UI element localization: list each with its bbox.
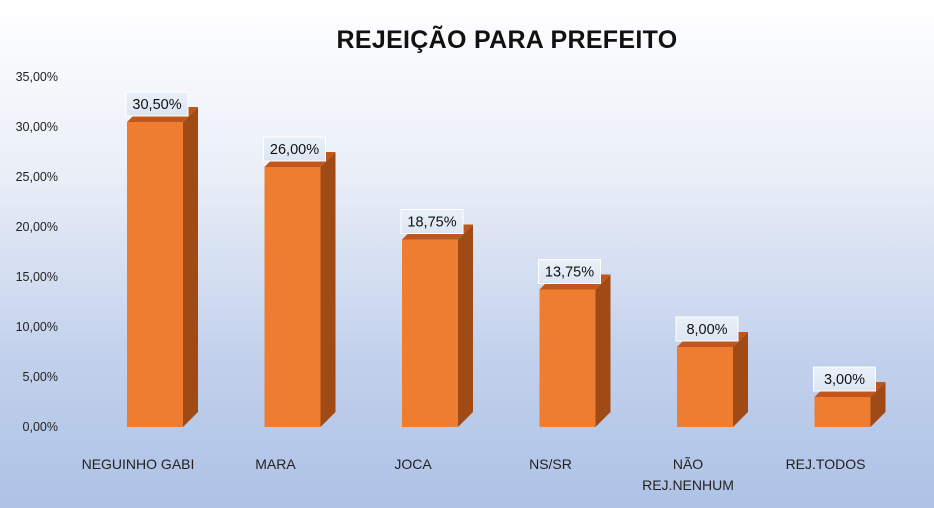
- y-tick-label: 5,00%: [23, 370, 58, 384]
- bar-side: [595, 274, 611, 427]
- bar: [539, 289, 596, 427]
- bar: [264, 167, 321, 427]
- category-label: REJ.TODOS: [786, 456, 866, 472]
- data-label-box: [125, 91, 189, 117]
- category-label: MARA: [255, 456, 296, 472]
- data-label-box: [538, 259, 601, 284]
- y-tick-label: 30,00%: [16, 120, 58, 134]
- data-label: 8,00%: [686, 322, 727, 338]
- y-tick-label: 25,00%: [16, 170, 58, 184]
- bar: [677, 347, 733, 427]
- data-label-box: [675, 316, 739, 342]
- data-label: 30,50%: [132, 97, 181, 113]
- bar-side: [183, 107, 198, 427]
- data-label: 3,00%: [824, 372, 865, 388]
- y-tick-label: 0,00%: [23, 420, 58, 434]
- category-label: NS/SR: [529, 456, 572, 472]
- category-label: NEGUINHO GABI: [82, 456, 195, 472]
- bar-side: [320, 152, 336, 427]
- bar: [814, 397, 871, 427]
- chart-title: REJEIÇÃO PARA PREFEITO: [336, 26, 678, 54]
- data-label-box: [400, 209, 464, 234]
- category-label: NÃO REJ.NENHUM: [642, 456, 734, 493]
- y-tick-label: 15,00%: [16, 270, 58, 284]
- data-label: 18,75%: [407, 215, 456, 231]
- data-label: 26,00%: [270, 142, 319, 158]
- data-label: 13,75%: [545, 265, 594, 281]
- bar: [402, 239, 458, 427]
- y-tick-label: 20,00%: [16, 220, 58, 234]
- bar-side: [458, 224, 473, 427]
- data-label-box: [813, 366, 876, 392]
- y-tick-label: 10,00%: [16, 320, 58, 334]
- category-label: JOCA: [394, 456, 432, 472]
- bar-side: [733, 332, 748, 427]
- bar: [127, 122, 183, 427]
- data-label-box: [263, 136, 326, 162]
- y-tick-label: 35,00%: [16, 70, 58, 84]
